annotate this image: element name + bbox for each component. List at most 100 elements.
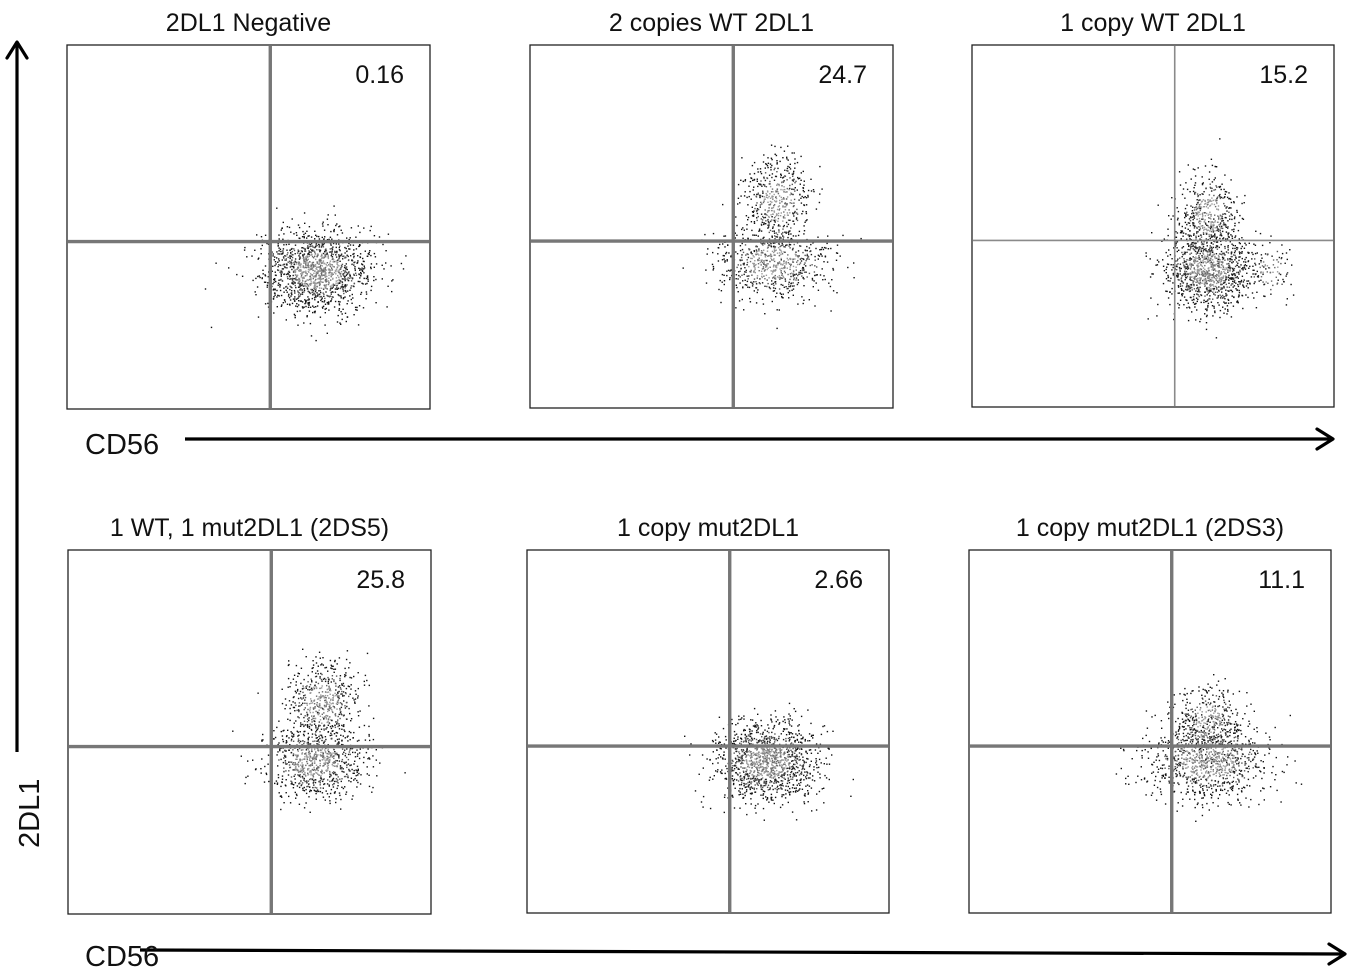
data-point xyxy=(790,193,793,195)
data-point xyxy=(764,185,766,187)
data-point xyxy=(1228,197,1231,200)
data-point xyxy=(1198,288,1200,290)
data-point xyxy=(339,717,341,720)
data-point xyxy=(296,263,298,265)
data-point xyxy=(287,729,289,731)
data-point xyxy=(308,764,310,767)
data-point xyxy=(779,292,781,294)
data-point xyxy=(1172,266,1174,269)
data-point xyxy=(319,657,321,659)
data-point xyxy=(1285,304,1288,306)
data-point xyxy=(278,250,280,252)
data-point xyxy=(335,282,337,284)
data-point xyxy=(1223,188,1225,191)
data-point xyxy=(308,736,310,738)
data-point xyxy=(1210,279,1213,281)
data-point xyxy=(228,267,230,269)
data-point xyxy=(340,229,342,231)
data-point xyxy=(335,273,337,275)
data-point xyxy=(341,690,343,693)
data-point xyxy=(1197,294,1200,296)
data-point xyxy=(292,749,294,751)
data-point xyxy=(1230,213,1232,215)
data-point xyxy=(1180,280,1183,282)
data-point xyxy=(280,250,282,253)
data-point xyxy=(349,276,352,278)
data-point xyxy=(334,214,336,216)
data-point xyxy=(301,759,303,761)
data-point xyxy=(774,242,776,244)
data-point xyxy=(332,253,334,256)
data-point xyxy=(1242,307,1244,310)
data-point xyxy=(1189,278,1191,281)
data-point xyxy=(1194,303,1196,305)
data-point xyxy=(307,302,309,304)
data-point xyxy=(257,275,259,278)
data-point xyxy=(1224,279,1227,282)
data-point xyxy=(282,238,284,240)
data-point xyxy=(739,270,741,272)
data-point xyxy=(1198,277,1201,279)
data-point xyxy=(1254,264,1257,266)
data-point xyxy=(316,728,319,731)
data-point xyxy=(345,267,347,269)
data-point xyxy=(366,277,369,279)
data-point xyxy=(301,688,304,690)
data-point xyxy=(293,269,295,272)
data-point xyxy=(298,286,301,289)
data-point xyxy=(1208,279,1210,282)
data-point xyxy=(1208,249,1210,251)
data-point xyxy=(302,257,304,259)
data-point xyxy=(706,253,708,255)
data-point xyxy=(1202,231,1205,234)
data-point xyxy=(1196,218,1198,221)
data-point xyxy=(315,234,317,236)
data-point xyxy=(1219,237,1221,240)
data-point xyxy=(316,292,318,294)
data-point xyxy=(1210,288,1212,290)
data-point xyxy=(1207,272,1209,274)
data-point xyxy=(344,730,346,733)
data-point xyxy=(323,256,326,258)
data-point xyxy=(346,278,348,280)
x-axis-arrow-bottom xyxy=(139,942,1347,966)
data-point xyxy=(1181,193,1184,196)
data-point xyxy=(1221,183,1223,185)
data-point xyxy=(1220,196,1223,199)
data-point xyxy=(346,237,348,239)
data-point xyxy=(725,252,727,255)
data-point xyxy=(1186,282,1188,285)
data-point xyxy=(332,242,335,245)
data-point xyxy=(1225,276,1227,278)
data-point xyxy=(319,296,321,298)
data-point xyxy=(301,284,303,287)
data-point xyxy=(304,724,307,726)
data-point xyxy=(276,296,278,298)
data-point xyxy=(299,284,302,286)
data-point xyxy=(796,219,799,222)
data-point xyxy=(791,173,794,175)
panel-title: 2DL1 Negative xyxy=(166,9,331,37)
data-point xyxy=(303,678,305,681)
data-point xyxy=(757,235,759,237)
data-point xyxy=(298,226,301,229)
data-point xyxy=(1180,278,1182,280)
data-point xyxy=(1201,273,1203,276)
data-point xyxy=(320,255,322,257)
data-point xyxy=(1199,206,1201,208)
data-point xyxy=(737,264,739,266)
data-point xyxy=(787,219,790,221)
data-point xyxy=(751,282,754,285)
data-point xyxy=(308,689,311,691)
data-point xyxy=(323,708,325,711)
data-point xyxy=(339,249,341,252)
data-point xyxy=(1214,221,1216,223)
data-point xyxy=(1203,256,1206,258)
data-point xyxy=(267,763,269,765)
data-point xyxy=(1181,232,1183,234)
data-point xyxy=(1195,256,1197,258)
data-point xyxy=(310,266,312,268)
data-point xyxy=(785,261,788,264)
data-point xyxy=(798,199,800,201)
data-point xyxy=(311,687,313,689)
